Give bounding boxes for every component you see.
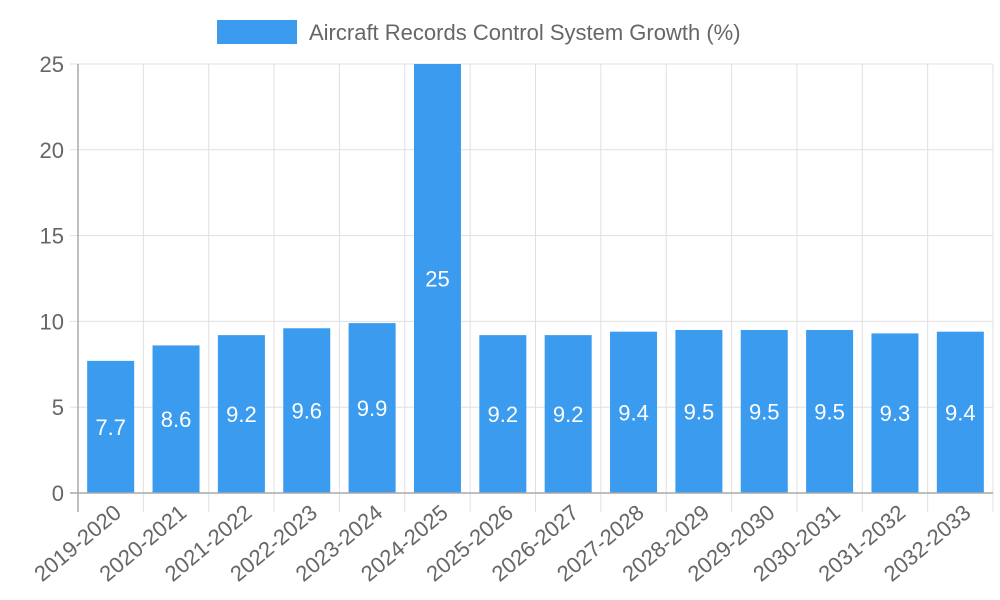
bar xyxy=(675,329,723,493)
bar xyxy=(544,335,592,493)
y-tick-label: 5 xyxy=(52,395,64,420)
data-label: 9.6 xyxy=(291,399,322,424)
y-tick-label: 20 xyxy=(40,138,64,163)
bar xyxy=(871,333,919,493)
bar xyxy=(936,331,984,493)
data-label: 25 xyxy=(425,267,449,292)
bar xyxy=(610,331,658,493)
data-label: 9.3 xyxy=(880,401,911,426)
data-label: 9.4 xyxy=(945,400,976,425)
data-label: 9.2 xyxy=(553,402,584,427)
data-label: 9.9 xyxy=(357,396,388,421)
y-tick-label: 0 xyxy=(52,481,64,506)
y-tick-label: 15 xyxy=(40,224,64,249)
legend-swatch xyxy=(217,20,297,44)
data-label: 9.5 xyxy=(814,399,845,424)
data-label: 9.2 xyxy=(488,402,519,427)
bar xyxy=(348,323,396,493)
legend-label: Aircraft Records Control System Growth (… xyxy=(309,20,741,45)
data-label: 9.5 xyxy=(749,399,780,424)
bar xyxy=(283,328,331,493)
legend[interactable]: Aircraft Records Control System Growth (… xyxy=(217,20,741,45)
bar xyxy=(217,335,265,493)
bar xyxy=(740,329,788,493)
bar xyxy=(806,329,854,493)
bar xyxy=(87,360,135,493)
data-label: 9.2 xyxy=(226,402,257,427)
data-label: 9.4 xyxy=(618,400,649,425)
bar xyxy=(152,345,200,493)
bar xyxy=(479,335,527,493)
y-tick-label: 10 xyxy=(40,309,64,334)
data-label: 8.6 xyxy=(161,407,192,432)
data-label: 9.5 xyxy=(684,399,715,424)
bar xyxy=(413,64,461,493)
data-label: 7.7 xyxy=(95,415,126,440)
y-tick-label: 25 xyxy=(40,52,64,77)
